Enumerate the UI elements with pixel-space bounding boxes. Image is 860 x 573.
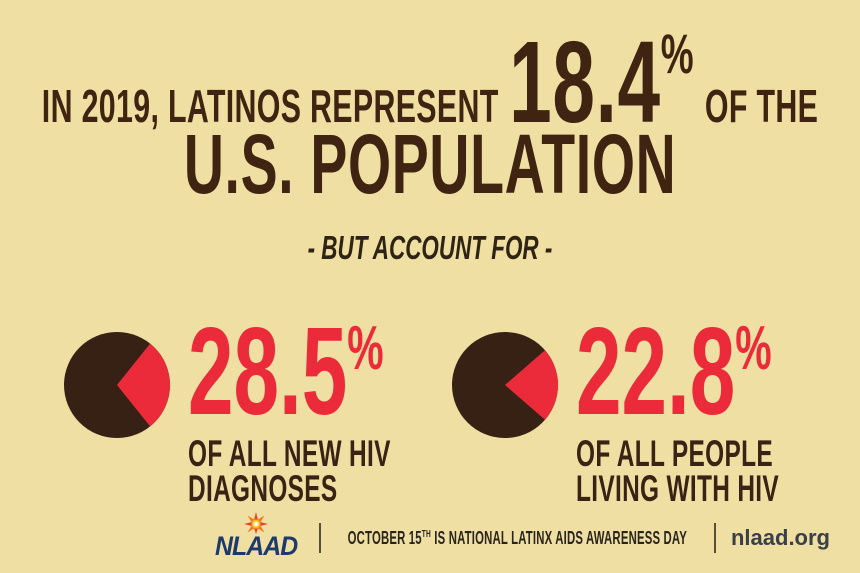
percent-sign: % (347, 313, 384, 383)
stat-caption-line: OF ALL PEOPLE (576, 432, 773, 474)
sunburst-icon (243, 511, 268, 534)
headline-connector-wrap: - BUT ACCOUNT FOR - (0, 229, 860, 266)
nlaad-wordmark: NLAAD (214, 530, 298, 561)
website-url: nlaad.org (730, 525, 830, 550)
headline-line2: U.S. POPULATION (183, 117, 677, 211)
stat-number-text: 22.8 (576, 303, 736, 441)
stat-caption-line: LIVING WITH HIV (576, 467, 780, 509)
stat-people-living-with-hiv: 22.8% OF ALL PEOPLE LIVING WITH HIV (450, 310, 860, 509)
footer-divider (713, 523, 716, 553)
stat-value-people-living-with-hiv: 22.8% (576, 310, 779, 434)
tagline-text: IS NATIONAL LATINX AIDS AWARENESS DAY (431, 527, 688, 548)
headline-intro: IN 2019, LATINOS REPRESENT (41, 80, 499, 132)
headline-stat: 18.4% (509, 24, 694, 140)
stat-caption-new-hiv-diagnoses: OF ALL NEW HIV DIAGNOSES (188, 432, 391, 509)
headline-connector: - BUT ACCOUNT FOR - (307, 229, 553, 266)
tagline-ordinal-suffix: TH (422, 528, 432, 540)
stat-value-new-hiv-diagnoses: 28.5% (188, 310, 391, 434)
pie-chart-new-hiv-diagnoses (62, 330, 172, 440)
percent-sign: % (735, 313, 772, 383)
tagline-date: OCTOBER 15 (347, 527, 423, 548)
stat-new-hiv-diagnoses: 28.5% OF ALL NEW HIV DIAGNOSES (62, 310, 495, 509)
stat-caption-line: DIAGNOSES (188, 467, 338, 509)
headline-suffix: OF THE (704, 80, 819, 132)
footer-divider (319, 523, 322, 553)
footer: NLAAD OCTOBER 15TH IS NATIONAL LATINX AI… (215, 511, 830, 565)
nlaad-logo: NLAAD (214, 511, 305, 561)
footer-tagline: OCTOBER 15TH IS NATIONAL LATINX AIDS AWA… (348, 528, 687, 549)
stat-caption-people-living-with-hiv: OF ALL PEOPLE LIVING WITH HIV (576, 432, 780, 509)
stat-number-text: 28.5 (188, 303, 348, 441)
stat-text-new-hiv-diagnoses: 28.5% OF ALL NEW HIV DIAGNOSES (188, 310, 495, 509)
headline-stat-value: 18.4 (509, 17, 661, 147)
stat-caption-line: OF ALL NEW HIV (188, 432, 391, 474)
headline-stat-percent-sign: % (660, 22, 695, 85)
stat-text-people-living-with-hiv: 22.8% OF ALL PEOPLE LIVING WITH HIV (576, 310, 860, 509)
headline-line1: IN 2019, LATINOS REPRESENT 18.4% OF THE (42, 24, 818, 140)
pie-chart-people-living-with-hiv (450, 330, 560, 440)
headline-line2-wrap: U.S. POPULATION (0, 122, 860, 206)
